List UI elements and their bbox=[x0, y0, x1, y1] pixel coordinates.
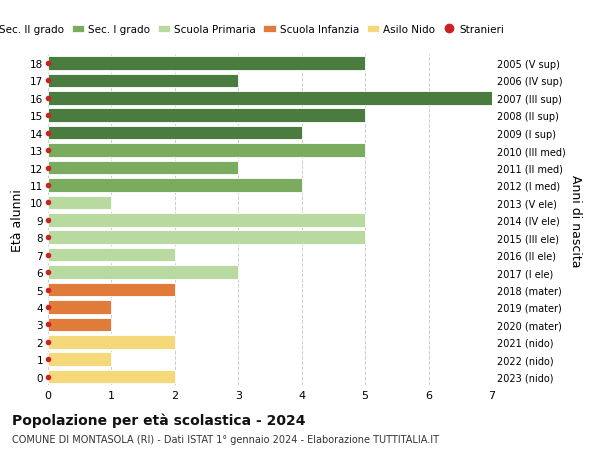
Bar bbox=[48, 318, 112, 331]
Bar bbox=[48, 109, 365, 123]
Y-axis label: Anni di nascita: Anni di nascita bbox=[569, 174, 582, 267]
Bar bbox=[48, 127, 302, 140]
Bar bbox=[48, 179, 302, 192]
Bar bbox=[48, 196, 112, 210]
Bar bbox=[48, 301, 112, 314]
Bar bbox=[48, 57, 365, 71]
Bar bbox=[48, 353, 112, 366]
Bar bbox=[48, 370, 175, 384]
Bar bbox=[48, 248, 175, 262]
Legend: Sec. II grado, Sec. I grado, Scuola Primaria, Scuola Infanzia, Asilo Nido, Stran: Sec. II grado, Sec. I grado, Scuola Prim… bbox=[0, 21, 508, 39]
Bar bbox=[48, 162, 238, 175]
Bar bbox=[48, 74, 238, 88]
Bar bbox=[48, 213, 365, 227]
Y-axis label: Età alunni: Età alunni bbox=[11, 189, 25, 252]
Bar bbox=[48, 144, 365, 157]
Text: COMUNE DI MONTASOLA (RI) - Dati ISTAT 1° gennaio 2024 - Elaborazione TUTTITALIA.: COMUNE DI MONTASOLA (RI) - Dati ISTAT 1°… bbox=[12, 434, 439, 444]
Bar bbox=[48, 231, 365, 245]
Bar bbox=[48, 283, 175, 297]
Bar bbox=[48, 92, 492, 106]
Text: Popolazione per età scolastica - 2024: Popolazione per età scolastica - 2024 bbox=[12, 413, 305, 428]
Bar bbox=[48, 266, 238, 279]
Bar bbox=[48, 335, 175, 349]
